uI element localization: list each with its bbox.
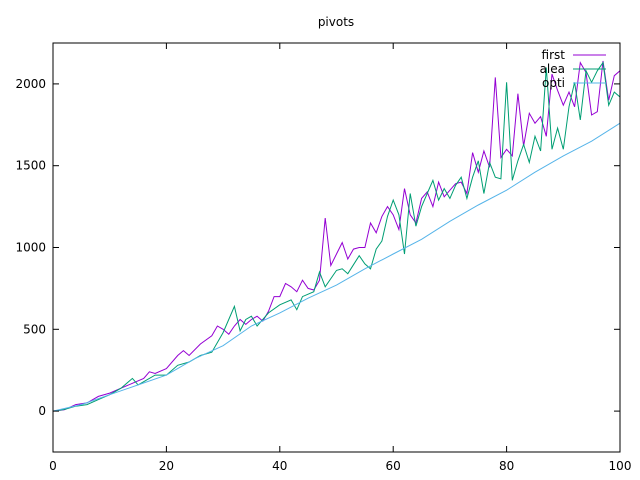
y-tick-label-1: 500 (23, 322, 46, 336)
series-line-first (52, 60, 621, 412)
legend-label-alea: alea (540, 62, 565, 76)
legend-label-first: first (542, 48, 566, 62)
x-tick-label-2: 40 (272, 459, 287, 473)
x-tick-label-4: 80 (499, 459, 514, 473)
x-tick-label-0: 0 (49, 459, 57, 473)
y-tick-label-3: 1500 (15, 159, 46, 173)
series-line-opti (52, 122, 621, 412)
chart-title: pivots (318, 15, 354, 29)
x-tick-label-1: 20 (159, 459, 174, 473)
series-line-alea (52, 61, 621, 412)
x-tick-label-5: 100 (609, 459, 632, 473)
plot-frame (52, 42, 621, 453)
legend-label-opti: opti (542, 76, 565, 90)
y-tick-label-2: 1000 (15, 241, 46, 255)
y-tick-label-0: 0 (38, 404, 46, 418)
x-tick-label-3: 60 (386, 459, 401, 473)
y-tick-label-4: 2000 (15, 77, 46, 91)
